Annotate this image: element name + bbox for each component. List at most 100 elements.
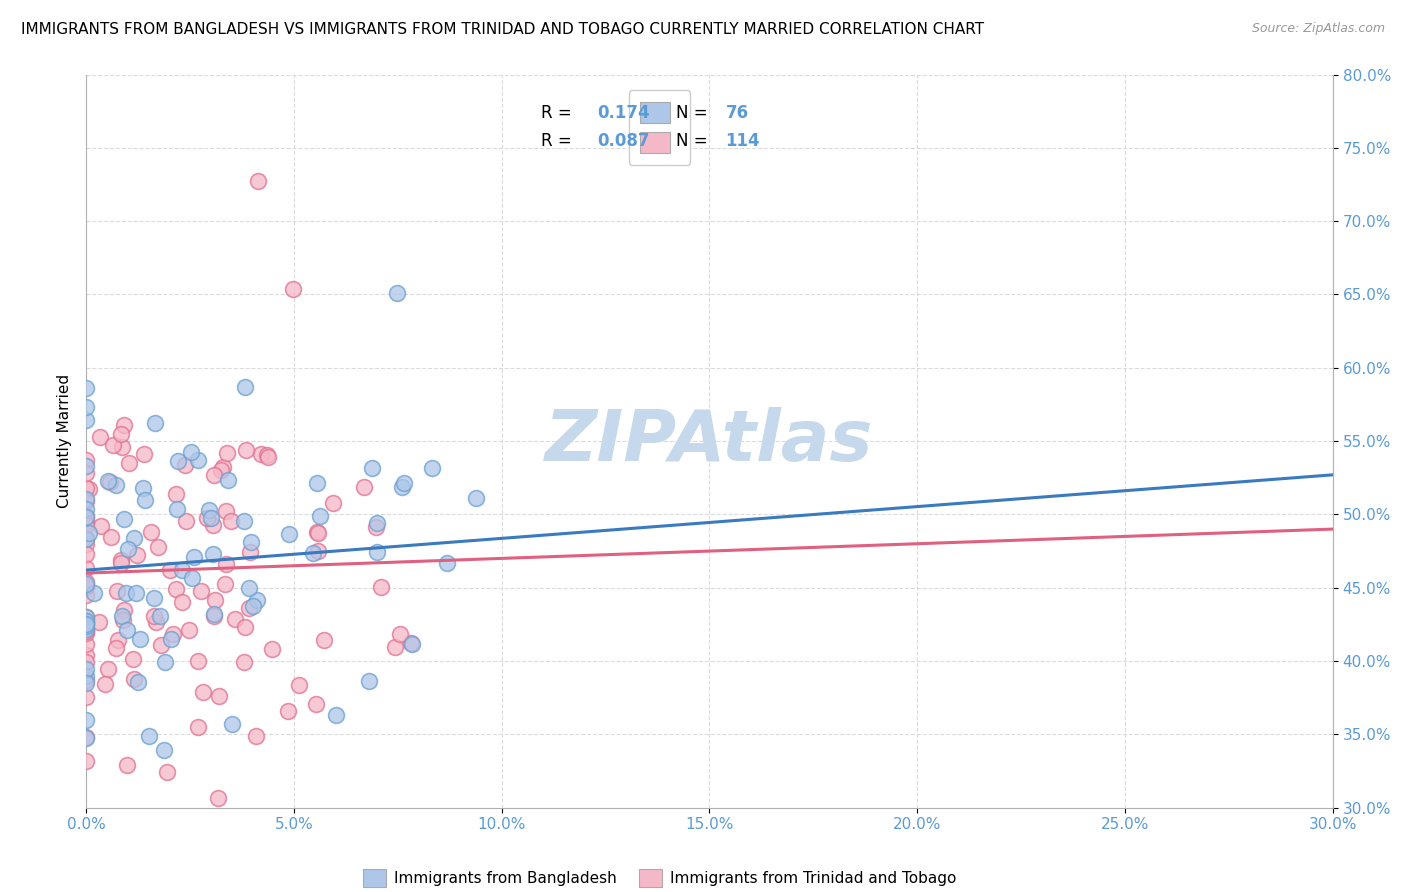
Point xyxy=(195,511,218,525)
Point xyxy=(187,654,209,668)
Point xyxy=(221,514,243,528)
Point xyxy=(256,448,278,462)
Point xyxy=(224,611,246,625)
Point xyxy=(149,638,172,652)
Point xyxy=(117,456,139,470)
Point xyxy=(307,525,329,540)
Point xyxy=(75,619,97,633)
Legend: Immigrants from Bangladesh, Immigrants from Trinidad and Tobago: Immigrants from Bangladesh, Immigrants f… xyxy=(357,863,962,892)
Point xyxy=(143,609,166,624)
Point xyxy=(75,467,97,481)
Point xyxy=(143,416,166,430)
Point xyxy=(174,514,197,528)
Point xyxy=(239,545,262,559)
Point xyxy=(172,595,194,609)
Point xyxy=(202,468,225,483)
Point xyxy=(202,607,225,622)
Point xyxy=(110,553,132,567)
Point xyxy=(391,480,413,494)
Point xyxy=(75,637,97,651)
Point xyxy=(90,519,112,533)
Point xyxy=(214,576,236,591)
Point xyxy=(117,541,139,556)
Point xyxy=(75,561,97,575)
Point xyxy=(101,438,124,452)
Text: IMMIGRANTS FROM BANGLADESH VS IMMIGRANTS FROM TRINIDAD AND TOBAGO CURRENTLY MARR: IMMIGRANTS FROM BANGLADESH VS IMMIGRANTS… xyxy=(21,22,984,37)
Point xyxy=(75,400,97,414)
Point xyxy=(232,655,254,669)
Point xyxy=(112,418,135,433)
Point xyxy=(75,731,97,745)
Point xyxy=(246,593,269,607)
Point xyxy=(364,519,387,533)
Point xyxy=(75,713,97,727)
Point xyxy=(198,503,221,517)
Point xyxy=(307,524,329,539)
Point xyxy=(420,460,443,475)
Point xyxy=(129,632,152,647)
Point xyxy=(174,458,197,472)
Point xyxy=(132,481,155,495)
Point xyxy=(465,491,488,505)
Point xyxy=(242,599,264,614)
Point xyxy=(75,580,97,594)
Point xyxy=(211,459,233,474)
Point xyxy=(122,672,145,686)
Point xyxy=(202,518,225,533)
Point xyxy=(325,708,347,723)
Point xyxy=(75,491,97,506)
Point xyxy=(202,608,225,623)
Point xyxy=(122,532,145,546)
Point xyxy=(75,531,97,545)
Point xyxy=(89,615,111,630)
Point xyxy=(138,729,160,743)
Point xyxy=(75,610,97,624)
Point xyxy=(370,581,392,595)
Point xyxy=(115,585,138,599)
Point xyxy=(238,601,260,615)
Point xyxy=(75,509,97,524)
Text: R =: R = xyxy=(541,131,576,150)
Point xyxy=(149,608,172,623)
Text: N =: N = xyxy=(676,131,713,150)
Point xyxy=(75,453,97,467)
Point xyxy=(75,532,97,546)
Point xyxy=(207,791,229,805)
Point xyxy=(75,547,97,561)
Point xyxy=(260,641,283,656)
Point xyxy=(181,570,204,584)
Point xyxy=(165,582,187,596)
Point xyxy=(257,450,280,465)
Point xyxy=(75,656,97,670)
Point xyxy=(166,502,188,516)
Point xyxy=(75,512,97,526)
Point xyxy=(112,512,135,526)
Point xyxy=(75,536,97,550)
Text: ZIPAtlas: ZIPAtlas xyxy=(546,407,873,475)
Point xyxy=(250,447,273,461)
Point xyxy=(166,453,188,467)
Point xyxy=(238,581,260,595)
Point xyxy=(100,530,122,544)
Point xyxy=(141,524,163,539)
Point xyxy=(353,480,375,494)
Point xyxy=(357,673,380,688)
Point xyxy=(75,577,97,591)
Point xyxy=(278,526,301,541)
Point xyxy=(75,515,97,529)
Point xyxy=(159,563,181,577)
Point xyxy=(89,430,111,444)
Point xyxy=(170,563,193,577)
Point xyxy=(132,447,155,461)
Point xyxy=(153,655,176,669)
Point xyxy=(162,627,184,641)
Point xyxy=(75,579,97,593)
Point xyxy=(75,623,97,637)
Point xyxy=(115,623,138,637)
Point xyxy=(105,640,128,655)
Text: 76: 76 xyxy=(725,104,749,122)
Point xyxy=(401,637,423,651)
Point xyxy=(97,475,120,489)
Point xyxy=(233,514,256,528)
Point xyxy=(111,440,134,454)
